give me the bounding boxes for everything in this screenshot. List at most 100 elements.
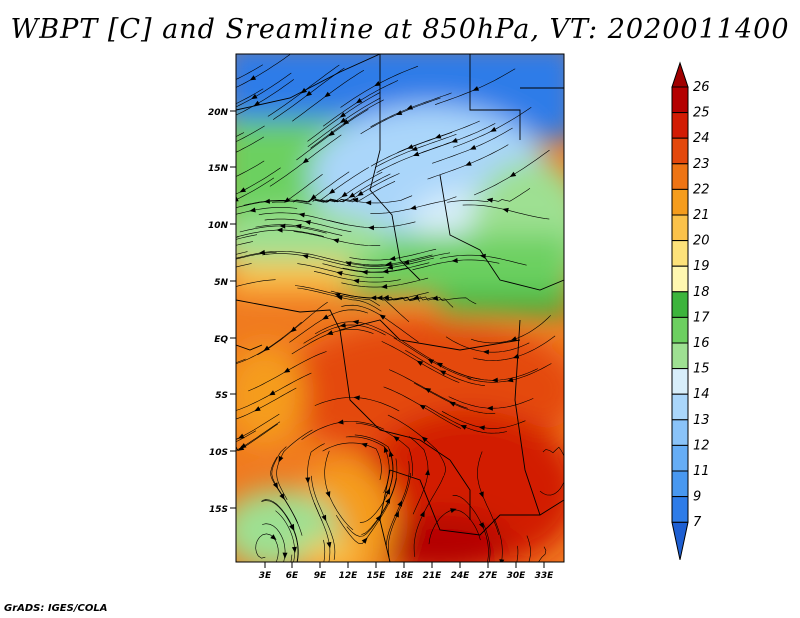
streamline-arrow [419, 510, 425, 518]
streamline [236, 132, 245, 137]
colorbar-segment [671, 163, 689, 190]
streamline-arrow [229, 285, 235, 290]
colorbar-segment [671, 496, 689, 523]
streamline-arrow [450, 508, 457, 513]
streamline [236, 251, 248, 255]
streamline [236, 88, 264, 105]
streamline-arrow [361, 269, 368, 275]
streamline-arrow [240, 443, 247, 449]
streamline-arrow [310, 194, 317, 200]
streamline-arrow [325, 491, 331, 498]
streamline-arrow [506, 585, 511, 592]
streamline-arrow [389, 256, 396, 261]
streamline-arrow [382, 294, 390, 300]
lat-label: 5N [214, 278, 228, 288]
streamline-arrow [385, 261, 392, 267]
streamline-arrow [370, 295, 377, 301]
colorbar-label: 14 [693, 387, 710, 402]
streamline [236, 136, 265, 153]
streamline-arrow [290, 326, 297, 333]
colorbar-segment [671, 470, 689, 498]
streamline-arrow [353, 278, 360, 284]
streamline [236, 279, 276, 287]
streamline-arrow [355, 98, 363, 104]
chart-title: WBPT [C] and Sreamline at 850hPa, VT: 20… [10, 14, 790, 45]
streamline-arrow [279, 493, 285, 500]
colorbar-label: 26 [693, 80, 710, 95]
colorbar-label: 13 [693, 413, 710, 428]
lat-label: 15S [209, 505, 228, 515]
country-borders [236, 54, 564, 562]
colorbar-segment [671, 214, 689, 242]
streamline-arrow [486, 405, 493, 411]
streamline-arrow [326, 330, 334, 335]
lon-label: 33E [535, 571, 555, 581]
streamline-arrow [490, 126, 497, 132]
streamline-arrow [357, 190, 364, 196]
streamline-arrow [289, 524, 294, 531]
streamline-arrow [222, 178, 229, 183]
streamline-arrow [326, 541, 332, 549]
colorbar-segment [671, 444, 689, 472]
streamline-arrow [412, 151, 420, 157]
streamline-arrow [249, 75, 257, 81]
streamline-arrow [502, 207, 509, 213]
streamline-arrow [382, 268, 389, 274]
streamline-arrow [507, 377, 514, 383]
streamline-arrow [337, 419, 344, 425]
streamline-arrow [210, 242, 216, 247]
streamline-arrow [206, 248, 212, 253]
streamline-arrow [263, 345, 270, 351]
lat-label: 20N [208, 108, 229, 118]
colorbar-segment [671, 265, 689, 293]
streamline [538, 546, 547, 562]
streamline-arrow [499, 559, 505, 562]
streamline-arrow [269, 589, 275, 595]
streamline-arrow [230, 257, 236, 262]
streamline-arrow [563, 470, 564, 472]
streamline [236, 64, 263, 80]
colorbar-segment [671, 342, 689, 370]
streamline-arrow [412, 294, 420, 300]
colorbar-label: 24 [693, 131, 710, 146]
streamline-arrow [298, 212, 305, 218]
streamline-arrow [460, 425, 467, 430]
streamline-arrow [201, 258, 207, 263]
streamline-arrow [192, 442, 198, 447]
colorbar-lower-arrow [671, 521, 689, 560]
streamline [236, 251, 277, 260]
colorbar-label: 18 [693, 285, 710, 300]
streamline-arrow [348, 192, 356, 198]
lat-label: EQ [214, 335, 228, 345]
colorbar-label: 9 [693, 490, 701, 505]
streamline-arrow [263, 198, 270, 204]
streamline-arrow [339, 322, 346, 328]
streamline-arrow [221, 154, 228, 159]
colorbar-label: 7 [693, 515, 702, 530]
colorbar-label: 20 [693, 234, 710, 249]
streamline [236, 236, 239, 238]
streamline-arrow [393, 436, 400, 442]
streamline-arrow [478, 425, 485, 431]
colorbar-label: 11 [693, 464, 710, 479]
streamline-arrow [365, 200, 372, 206]
streamline-arrow [486, 197, 493, 203]
streamline-arrow [465, 161, 472, 166]
streamline-arrow [222, 143, 229, 148]
streamline-arrow [491, 377, 498, 383]
streamline [236, 263, 252, 268]
streamline-arrow [291, 546, 297, 553]
streamline [526, 535, 531, 562]
streamline-arrow [283, 367, 291, 373]
streamline-arrow [352, 319, 359, 325]
streamline-arrow [328, 188, 336, 194]
streamline-arrow [479, 522, 484, 529]
streamline-arrow [205, 270, 211, 275]
streamline-arrow [394, 511, 399, 518]
streamline-arrow [421, 436, 428, 443]
streamline-arrow [361, 442, 368, 448]
streamline-arrow [353, 395, 360, 401]
lon-label: 12E [339, 571, 359, 581]
colorbar-segment [671, 112, 689, 139]
streamline-arrow [410, 205, 417, 210]
